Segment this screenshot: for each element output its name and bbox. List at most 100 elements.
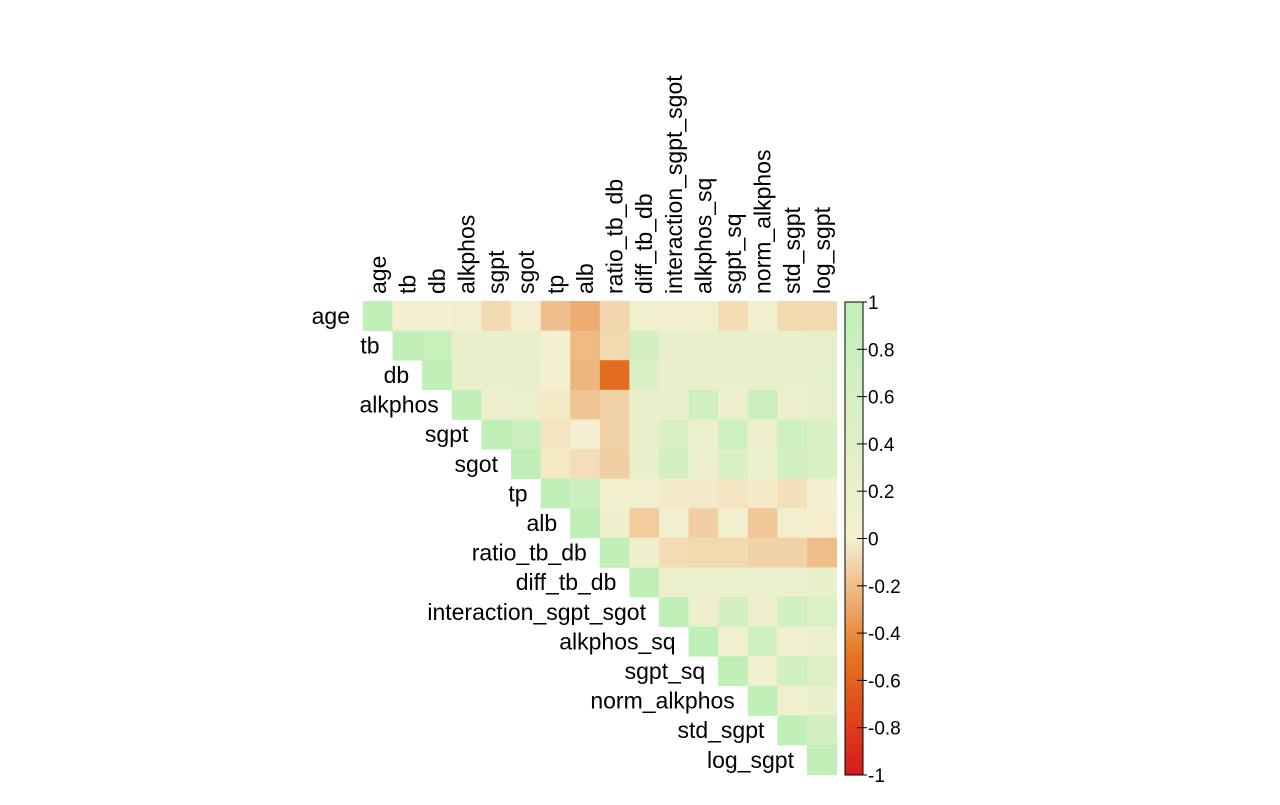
heatmap-cell-sgot-alb <box>570 449 601 479</box>
heatmap-cell-alb-norm_alkphos <box>747 508 778 539</box>
heatmap-cell-sgpt_sq-std_sgpt <box>777 656 808 687</box>
heatmap-cell-db-db <box>422 360 453 391</box>
heatmap-cell-alkphos-alkphos <box>451 389 482 420</box>
heatmap-cell-interaction_sgpt_sgot-norm_alkphos <box>747 597 778 627</box>
heatmap-cell-tb-sgpt_sq <box>718 330 749 361</box>
column-label-std_sgpt: std_sgpt <box>779 206 805 294</box>
heatmap-cell-log_sgpt-log_sgpt <box>807 745 837 775</box>
heatmap-cell-interaction_sgpt_sgot-std_sgpt <box>777 597 808 627</box>
heatmap-cell-ratio_tb_db-log_sgpt <box>807 537 837 568</box>
heatmap-cell-alkphos_sq-std_sgpt <box>777 626 808 657</box>
heatmap-cell-sgot-ratio_tb_db <box>599 449 630 479</box>
heatmap-cell-age-tb <box>392 301 423 331</box>
heatmap-cell-alb-diff_tb_db <box>629 508 660 539</box>
heatmap-cell-alkphos-log_sgpt <box>807 389 837 420</box>
heatmap-cell-age-norm_alkphos <box>747 301 778 331</box>
heatmap-cell-tp-ratio_tb_db <box>599 478 630 509</box>
heatmap-cell-sgot-alkphos_sq <box>688 449 719 479</box>
heatmap-cell-tb-norm_alkphos <box>747 330 778 361</box>
heatmap-cell-db-interaction_sgpt_sgot <box>659 360 689 391</box>
column-label-norm_alkphos: norm_alkphos <box>750 150 776 294</box>
heatmap-cell-diff_tb_db-std_sgpt <box>777 567 808 598</box>
row-label-tp: tp <box>508 480 527 506</box>
heatmap-cell-age-std_sgpt <box>777 301 808 331</box>
heatmap-cell-alkphos_sq-log_sgpt <box>807 626 837 657</box>
heatmap-cell-sgpt-alb <box>570 419 601 450</box>
column-label-alb: alb <box>572 263 598 294</box>
heatmap-cell-tp-norm_alkphos <box>747 478 778 509</box>
heatmap-cell-alkphos-ratio_tb_db <box>599 389 630 420</box>
heatmap-cell-tb-sgot <box>511 330 541 361</box>
heatmap-cell-sgot-sgot <box>511 449 541 479</box>
heatmap-cell-interaction_sgpt_sgot-sgpt_sq <box>718 597 749 627</box>
heatmap-cell-tb-tb <box>392 330 423 361</box>
heatmap-cell-age-log_sgpt <box>807 301 837 331</box>
heatmap-cell-sgpt-std_sgpt <box>777 419 808 450</box>
heatmap-cell-alkphos-sgpt_sq <box>718 389 749 420</box>
heatmap-cell-alb-std_sgpt <box>777 508 808 539</box>
heatmap-cell-ratio_tb_db-norm_alkphos <box>747 537 778 568</box>
colorbar-tick-label: 0.4 <box>868 435 895 456</box>
row-label-norm_alkphos: norm_alkphos <box>590 688 734 714</box>
heatmap-cell-sgpt-norm_alkphos <box>747 419 778 450</box>
colorbar-tick-label: -0.2 <box>868 577 901 598</box>
heatmap-cell-sgot-sgpt_sq <box>718 449 749 479</box>
heatmap-cell-norm_alkphos-norm_alkphos <box>747 685 778 716</box>
heatmap-cell-db-sgot <box>511 360 541 391</box>
heatmap-cell-diff_tb_db-diff_tb_db <box>629 567 660 598</box>
heatmap-cell-alkphos-diff_tb_db <box>629 389 660 420</box>
row-label-ratio_tb_db: ratio_tb_db <box>472 540 587 566</box>
heatmap-cell-alkphos-std_sgpt <box>777 389 808 420</box>
heatmap-cell-tb-std_sgpt <box>777 330 808 361</box>
heatmap-cell-sgpt_sq-norm_alkphos <box>747 656 778 687</box>
heatmap-cell-diff_tb_db-log_sgpt <box>807 567 837 598</box>
heatmap-cell-sgpt-sgpt <box>481 419 512 450</box>
column-label-ratio_tb_db: ratio_tb_db <box>602 179 628 294</box>
heatmap-cell-sgot-diff_tb_db <box>629 449 660 479</box>
heatmap-cell-interaction_sgpt_sgot-interaction_sgpt_sgot <box>659 597 689 627</box>
heatmap-cell-db-diff_tb_db <box>629 360 660 391</box>
row-label-age: age <box>312 303 350 329</box>
heatmap-cell-db-norm_alkphos <box>747 360 778 391</box>
heatmap-cell-tp-alb <box>570 478 601 509</box>
heatmap-cell-sgpt_sq-log_sgpt <box>807 656 837 687</box>
heatmap-cell-tb-alb <box>570 330 601 361</box>
colorbar-tick-label: -1 <box>868 766 885 787</box>
row-label-tb: tb <box>360 332 379 358</box>
row-label-alkphos: alkphos <box>360 392 439 418</box>
row-label-diff_tb_db: diff_tb_db <box>516 569 617 595</box>
heatmap-cell-interaction_sgpt_sgot-alkphos_sq <box>688 597 719 627</box>
heatmap-cell-ratio_tb_db-interaction_sgpt_sgot <box>659 537 689 568</box>
heatmap-cell-age-diff_tb_db <box>629 301 660 331</box>
row-label-interaction_sgpt_sgot: interaction_sgpt_sgot <box>427 599 646 625</box>
heatmap-cell-age-sgot <box>511 301 541 331</box>
heatmap-cell-sgot-std_sgpt <box>777 449 808 479</box>
heatmap-cell-db-log_sgpt <box>807 360 837 391</box>
heatmap-cell-alkphos-sgot <box>511 389 541 420</box>
heatmap-cell-norm_alkphos-std_sgpt <box>777 685 808 716</box>
heatmap-cell-interaction_sgpt_sgot-log_sgpt <box>807 597 837 627</box>
row-label-log_sgpt: log_sgpt <box>707 747 795 773</box>
heatmap-cell-age-sgpt_sq <box>718 301 749 331</box>
heatmap-cell-tp-alkphos_sq <box>688 478 719 509</box>
heatmap-cell-age-db <box>422 301 453 331</box>
row-label-sgpt: sgpt <box>425 421 469 447</box>
heatmap-cell-alkphos_sq-sgpt_sq <box>718 626 749 657</box>
heatmap-cells <box>363 301 837 775</box>
heatmap-cell-age-tp <box>540 301 571 331</box>
heatmap-cell-ratio_tb_db-ratio_tb_db <box>599 537 630 568</box>
heatmap-cell-sgot-tp <box>540 449 571 479</box>
heatmap-cell-alkphos-interaction_sgpt_sgot <box>659 389 689 420</box>
heatmap-cell-diff_tb_db-alkphos_sq <box>688 567 719 598</box>
heatmap-cell-sgot-norm_alkphos <box>747 449 778 479</box>
heatmap-cell-sgpt-sgpt_sq <box>718 419 749 450</box>
column-label-db: db <box>424 268 450 294</box>
heatmap-cell-alb-log_sgpt <box>807 508 837 539</box>
heatmap-cell-tp-sgpt_sq <box>718 478 749 509</box>
heatmap-cell-age-ratio_tb_db <box>599 301 630 331</box>
heatmap-cell-alkphos-alb <box>570 389 601 420</box>
colorbar-tick-label: -0.4 <box>868 624 901 645</box>
heatmap-cell-db-sgpt <box>481 360 512 391</box>
heatmap-cell-diff_tb_db-sgpt_sq <box>718 567 749 598</box>
heatmap-cell-tb-db <box>422 330 453 361</box>
